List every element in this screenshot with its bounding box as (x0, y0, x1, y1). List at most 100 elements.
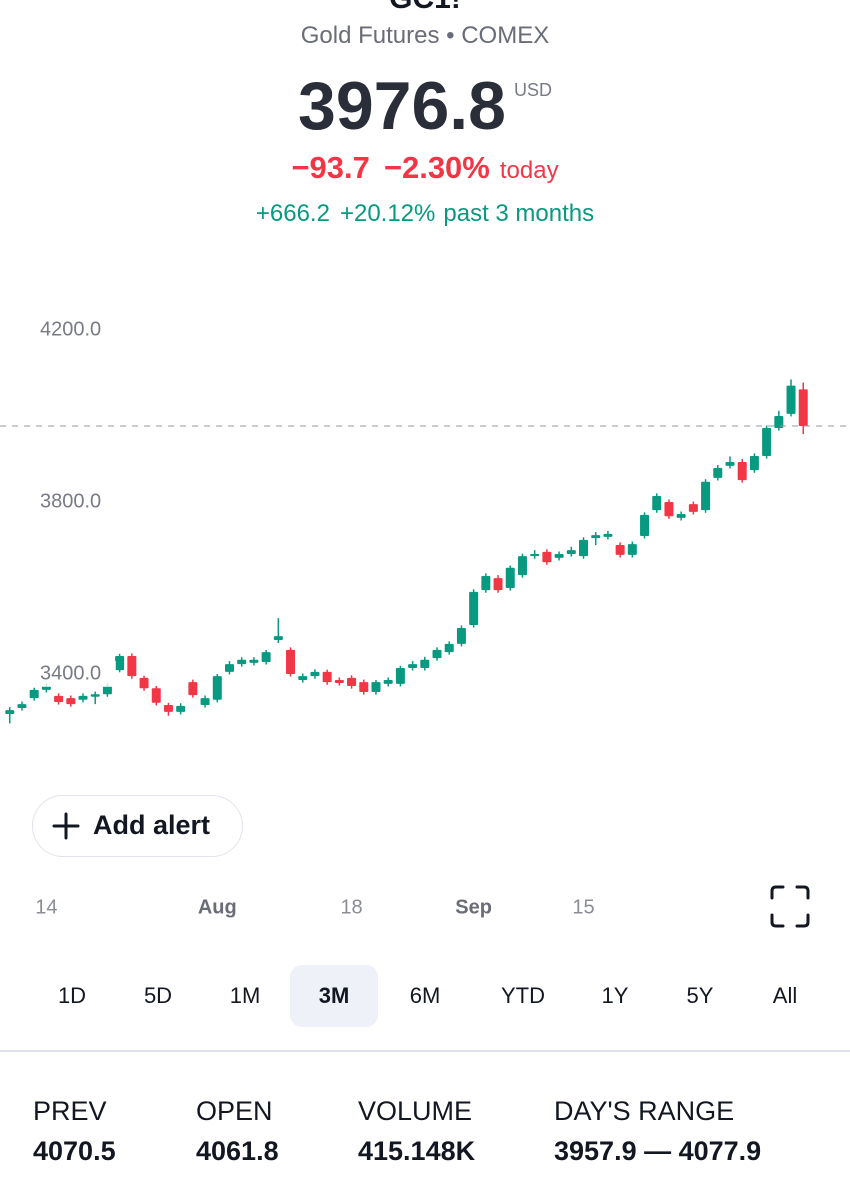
candle-body (591, 535, 601, 539)
candle-body (505, 567, 515, 588)
candle-body (212, 676, 222, 700)
candle-body (554, 554, 564, 558)
candle-body (237, 659, 247, 665)
candle-body (54, 695, 64, 702)
change: −93.7 (291, 150, 370, 185)
y-tick-bg (38, 661, 116, 687)
range-tab[interactable]: YTD (501, 983, 545, 1008)
candle-body (224, 664, 234, 672)
x-tick-label: Sep (455, 896, 492, 918)
candle-body (725, 462, 735, 466)
candle-body (334, 680, 344, 684)
plus-icon (52, 812, 80, 840)
candle-body (249, 659, 259, 663)
range-tab[interactable]: 1D (57, 983, 87, 1008)
stat-value: 415.148K (358, 1136, 476, 1166)
x-tick-label: 18 (340, 896, 362, 918)
change-row: −93.7 −2.30% today (0, 150, 850, 186)
candle-body (701, 481, 711, 511)
candle-body (66, 698, 76, 705)
candle-body (579, 539, 589, 557)
candle-body (713, 468, 723, 478)
range-change: +666.2 (255, 200, 330, 227)
change-period: today (499, 157, 559, 184)
candle-body (688, 504, 698, 512)
candle-body (762, 428, 772, 456)
stat-label: PREV (33, 1096, 107, 1126)
add-alert-button[interactable]: Add alert (32, 795, 243, 857)
change-pct: −2.30% (383, 150, 490, 185)
candle-body (78, 695, 88, 700)
candle-body (395, 667, 405, 684)
y-tick-label: 4200.0 (40, 318, 101, 340)
candle-body (139, 677, 149, 689)
candle-body (310, 671, 320, 677)
candle-body (176, 705, 186, 712)
x-tick-label: 14 (35, 896, 57, 918)
candle-body (542, 551, 552, 563)
candle-body (456, 627, 466, 644)
candle-body (188, 682, 198, 696)
fullscreen-icon[interactable] (770, 885, 810, 928)
candle-body (566, 550, 576, 555)
stat-value: 4061.8 (196, 1136, 279, 1166)
range-tab[interactable]: 5Y (686, 983, 714, 1008)
add-alert-label: Add alert (93, 810, 211, 840)
currency: USD (513, 80, 552, 100)
candle-body (41, 686, 51, 690)
candle-body (664, 502, 674, 517)
candle-body (652, 495, 662, 511)
chart: 3400.0 3800.0 4200.0 14 Aug 18 Sep 15 (0, 317, 850, 928)
candle-body (737, 462, 747, 481)
y-tick-label: 3800.0 (40, 490, 101, 512)
candle-body (444, 643, 454, 653)
candle-body (127, 655, 137, 677)
candle-body (102, 686, 112, 695)
y-tick-bg (38, 317, 116, 343)
subtitle: Gold Futures • COMEX (300, 22, 550, 49)
range-tab[interactable]: 5D (143, 983, 173, 1008)
candle-body (603, 533, 613, 537)
candle-body (749, 455, 759, 471)
stat-value: 3957.9 — 4077.9 (554, 1136, 762, 1166)
stat-label: OPEN (196, 1096, 273, 1126)
candle-body (408, 664, 418, 668)
candle-body (530, 554, 540, 557)
price-row: 3976.8 USD (0, 66, 850, 146)
candle-body (29, 689, 39, 699)
candle-body (298, 676, 308, 681)
candle-body (261, 652, 271, 662)
range-tab[interactable]: 3M (290, 965, 378, 1027)
candle-body (371, 682, 381, 693)
stat-label: VOLUME (358, 1096, 473, 1126)
candle-body (469, 591, 479, 625)
candle-body (151, 688, 161, 703)
x-tick-label: Aug (198, 896, 237, 918)
candle-body (163, 704, 173, 712)
candle-body (115, 655, 125, 671)
y-tick-bg (38, 489, 116, 515)
candle-body (359, 682, 369, 693)
candle-body (676, 514, 686, 518)
candle-body (774, 416, 784, 429)
candle-body (17, 704, 27, 708)
range-tab[interactable]: All (772, 983, 798, 1008)
divider (0, 1050, 850, 1052)
stat-label: DAY'S RANGE (554, 1096, 735, 1126)
candle-body (383, 680, 393, 684)
candle-body (432, 649, 442, 659)
candle-body (420, 659, 430, 668)
range-tab[interactable]: 1M (229, 983, 261, 1008)
x-tick-label: 15 (572, 896, 594, 918)
candle-body (786, 385, 796, 414)
range-tab[interactable]: 1Y (601, 983, 629, 1008)
candle-body (273, 636, 283, 641)
range-tab[interactable]: 6M (409, 983, 441, 1008)
candle-body (798, 389, 808, 426)
candle-body (322, 671, 332, 683)
candle-body (493, 578, 503, 591)
candle-body (90, 694, 100, 697)
candle-body (615, 545, 625, 555)
price: 3976.8 (298, 68, 506, 144)
y-tick-label: 3400.0 (40, 662, 101, 684)
